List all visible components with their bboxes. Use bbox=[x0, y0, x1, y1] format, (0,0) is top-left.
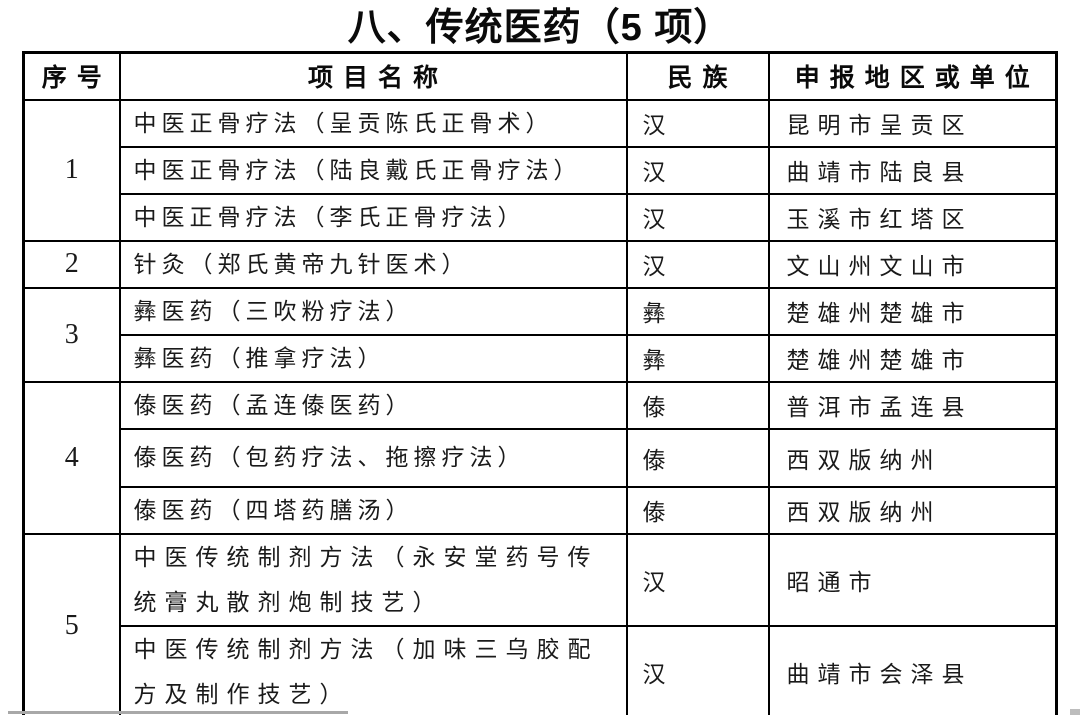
region-cell: 昭通市 bbox=[767, 532, 1058, 627]
project-name-cell: 傣医药（四塔药膳汤） bbox=[118, 485, 628, 535]
region-cell: 曲靖市会泽县 bbox=[767, 624, 1058, 715]
table-row: 2 针灸（郑氏黄帝九针医术） 汉 文山州文山市 bbox=[22, 239, 1058, 289]
ethnicity-cell: 汉 bbox=[625, 192, 770, 242]
region-cell: 曲靖市陆良县 bbox=[767, 145, 1058, 195]
ethnicity-cell: 彝 bbox=[625, 286, 770, 336]
table-row: 中医正骨疗法（陆良戴氏正骨疗法） 汉 曲靖市陆良县 bbox=[24, 145, 1058, 195]
region-cell: 楚雄州楚雄市 bbox=[767, 286, 1058, 336]
table-row: 1 中医正骨疗法（呈贡陈氏正骨术） 汉 昆明市呈贡区 bbox=[22, 98, 1058, 242]
region-cell: 普洱市孟连县 bbox=[767, 380, 1058, 430]
header-serial-number: 序号 bbox=[22, 51, 121, 101]
region-cell: 西双版纳州 bbox=[767, 485, 1058, 535]
ethnicity-cell: 傣 bbox=[625, 427, 770, 488]
scan-artifact-line bbox=[8, 711, 348, 714]
project-name-cell: 中医正骨疗法（李氏正骨疗法） bbox=[118, 192, 628, 242]
ethnicity-cell: 傣 bbox=[625, 380, 770, 430]
table-row: 傣医药（包药疗法、拖擦疗法） 傣 西双版纳州 bbox=[24, 427, 1058, 488]
project-name-cell: 中医传统制剂方法（加味三乌胶配方及制作技艺） bbox=[118, 624, 628, 715]
region-cell: 文山州文山市 bbox=[767, 239, 1058, 289]
ethnicity-cell: 汉 bbox=[625, 239, 770, 289]
serial-number-cell: 1 bbox=[22, 98, 121, 242]
project-name-cell: 彝医药（推拿疗法） bbox=[118, 333, 628, 383]
ethnicity-cell: 彝 bbox=[625, 333, 770, 383]
table-row: 3 彝医药（三吹粉疗法） 彝 楚雄州楚雄市 bbox=[22, 286, 1058, 383]
ethnicity-cell: 汉 bbox=[625, 532, 770, 627]
table-row: 傣医药（四塔药膳汤） 傣 西双版纳州 bbox=[24, 485, 1058, 535]
serial-number-cell: 3 bbox=[22, 286, 121, 383]
serial-number-cell: 4 bbox=[22, 380, 121, 535]
heritage-items-table: 序号 项目名称 民族 申报地区或单位 1 中医正骨疗法（呈贡陈氏正骨术） 汉 昆… bbox=[22, 51, 1058, 715]
ethnicity-cell: 汉 bbox=[625, 624, 770, 715]
serial-number-cell: 2 bbox=[22, 239, 121, 289]
ethnicity-cell: 傣 bbox=[625, 485, 770, 535]
project-name-cell: 中医正骨疗法（陆良戴氏正骨疗法） bbox=[118, 145, 628, 195]
project-name-cell: 傣医药（孟连傣医药） bbox=[118, 380, 628, 430]
region-cell: 楚雄州楚雄市 bbox=[767, 333, 1058, 383]
table-row: 中医传统制剂方法（加味三乌胶配方及制作技艺） 汉 曲靖市会泽县 bbox=[24, 624, 1058, 715]
ethnicity-cell: 汉 bbox=[625, 98, 770, 148]
scan-artifact-mark bbox=[1070, 709, 1080, 715]
table-row: 4 傣医药（孟连傣医药） 傣 普洱市孟连县 bbox=[22, 380, 1058, 535]
project-name-cell: 傣医药（包药疗法、拖擦疗法） bbox=[118, 427, 628, 488]
ethnicity-cell: 汉 bbox=[625, 145, 770, 195]
region-cell: 昆明市呈贡区 bbox=[767, 98, 1058, 148]
header-ethnicity: 民族 bbox=[625, 51, 770, 101]
region-cell: 西双版纳州 bbox=[767, 427, 1058, 488]
table-row: 中医正骨疗法（李氏正骨疗法） 汉 玉溪市红塔区 bbox=[24, 192, 1058, 242]
project-name-cell: 针灸（郑氏黄帝九针医术） bbox=[118, 239, 628, 289]
serial-number-cell: 5 bbox=[22, 532, 121, 715]
table-row: 彝医药（推拿疗法） 彝 楚雄州楚雄市 bbox=[24, 333, 1058, 383]
header-declaring-region: 申报地区或单位 bbox=[767, 51, 1058, 101]
project-name-cell: 中医正骨疗法（呈贡陈氏正骨术） bbox=[118, 98, 628, 148]
project-name-cell: 彝医药（三吹粉疗法） bbox=[118, 286, 628, 336]
table-row: 5 中医传统制剂方法（永安堂药号传统膏丸散剂炮制技艺） 汉 昭通市 bbox=[22, 532, 1058, 715]
region-cell: 玉溪市红塔区 bbox=[767, 192, 1058, 242]
table-header-row: 序号 项目名称 民族 申报地区或单位 bbox=[22, 51, 1058, 101]
section-title: 八、传统医药（5 项） bbox=[347, 7, 733, 49]
header-project-name: 项目名称 bbox=[118, 51, 628, 101]
project-name-cell: 中医传统制剂方法（永安堂药号传统膏丸散剂炮制技艺） bbox=[118, 532, 628, 627]
